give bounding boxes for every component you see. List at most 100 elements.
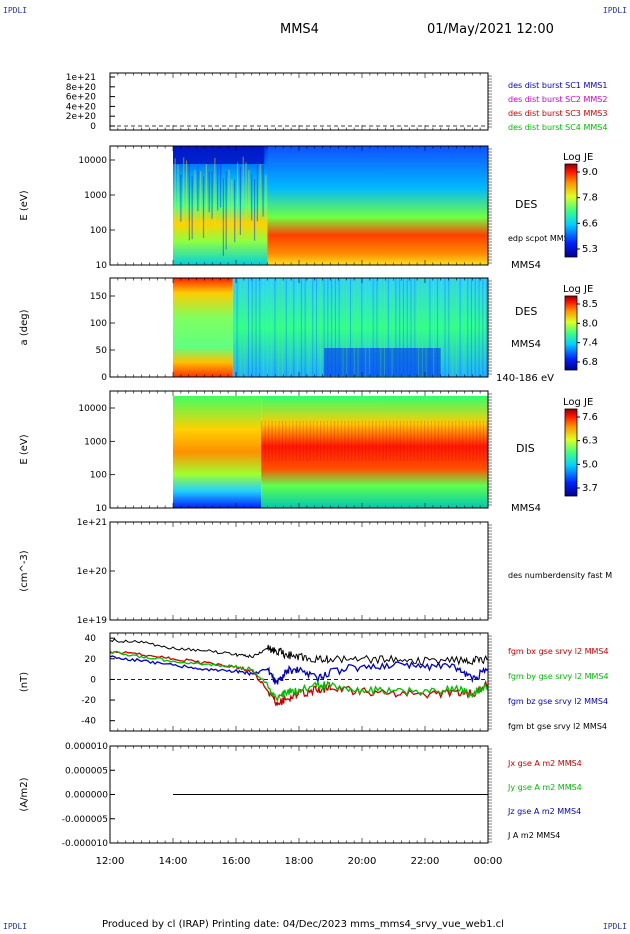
panel2-colorbar-tick-label: 9.0 [582,167,598,178]
time-tick-label: 00:00 [474,856,503,867]
panel3-stripe [395,278,396,377]
panel4-stripe [327,421,328,461]
panel5-ylabel: (cm^-3) [19,550,30,591]
panel3-energy-range: 140-186 eV [496,373,554,384]
panel2-stripe [200,171,201,231]
panel7-ytick-label: -0.000005 [62,815,108,825]
panel2-stripe [209,172,210,213]
panel4-stripe [403,421,404,461]
panel1-ytick-label: 4e+20 [66,102,97,112]
panel3-stripe [384,278,385,377]
panel3-stripe [301,278,302,377]
panel4-stripe [334,421,335,461]
panel7-legend-entry: Jy gse A m2 MMS4 [507,783,582,792]
panel2-ylabel: E (eV) [19,190,30,220]
panel4-stripe [351,421,352,461]
panel2-stripe [231,179,232,232]
panel3-stripe [240,278,241,377]
panel3-stripe [426,278,427,377]
panel4-stripe [455,421,456,461]
panel4-stripe [434,421,435,461]
panel4-stripe [441,421,442,461]
panel4-stripe [296,421,297,461]
panel2-stripe [240,167,241,235]
panel1-ytick-label: 0 [90,122,96,132]
panel2-stripe [220,159,221,208]
panel3-stripe [407,278,408,377]
panel3-stripe [290,278,291,377]
panel3-stripe [369,278,370,377]
panel3-stripe [271,278,272,377]
panel3-stripe [445,278,446,377]
panel4-early-interval [173,396,261,508]
panel4-stripe [344,421,345,461]
panel3-spacecraft-label: MMS4 [511,339,541,350]
panel6-series-0 [110,652,488,705]
panel3-stripe [414,278,415,377]
panel3-stripe [274,278,275,377]
time-tick-label: 12:00 [96,856,125,867]
panel4-stripe [448,421,449,461]
panel3-ylabel: a (deg) [19,309,30,345]
panel3-stripe [486,278,487,377]
panel3-stripe [248,278,249,377]
panel2-stripe [177,165,178,234]
panel4-stripe [428,421,429,461]
time-tick-label: 14:00 [159,856,188,867]
panel4-stripe [355,421,356,461]
panel4-stripe [331,421,332,461]
panel2-scpot-label: edp scpot MMS4 [508,234,574,243]
time-tick-label: 22:00 [411,856,440,867]
panel4-stripe [479,421,480,461]
panel2-stripe [237,162,238,205]
time-tick-label: 16:00 [222,856,251,867]
panel2-stripe [245,162,246,217]
panel3-stripe [316,278,317,377]
panel1-ytick-label: 2e+20 [66,112,97,122]
panel4-ytick-label: 100 [90,471,107,481]
panel3-stripe [297,278,298,377]
panel4-colorbar [565,409,577,496]
panel4-colorbar-tick-label: 5.0 [582,459,598,470]
panel3-stripe [475,278,476,377]
panel4-stripe [414,421,415,461]
panel4-stripe [337,421,338,461]
panel4-colorbar-tick-label: 7.6 [582,412,598,423]
panel2-instrument-label: DES [515,198,537,211]
panel6-legend-entry: fgm bx gse srvy l2 MMS4 [508,647,609,656]
panel3-colorbar-tick-label: 8.0 [582,318,598,329]
panel7-ylabel: (A/m2) [19,777,30,811]
panel2-stripe [223,178,224,256]
panel4-stripe [299,421,300,461]
panel1-legend-entry: des dist burst SC4 MMS4 [508,123,607,132]
panel4-stripe [279,421,280,461]
panel2-stripe [251,174,252,220]
panel3-stripe [388,278,389,377]
panel1-legend-entry: des dist burst SC1 MMS1 [508,81,607,90]
panel3-stripe [282,278,283,377]
panel3-stripe [403,278,404,377]
panel2-stripe [248,170,249,211]
panel5-ytick-label: 1e+19 [77,616,108,626]
panel4-stripe [476,421,477,461]
panel4-instrument-label: DIS [516,442,535,455]
panel2-ytick-label: 10000 [78,156,107,166]
panel4-stripe [265,421,266,461]
panel2-colorbar-title: Log JE [563,152,593,163]
panel4-stripe [310,421,311,461]
panel2-stripe [265,175,266,221]
panel1-ytick-label: 6e+20 [66,93,97,103]
panel2-stripe [234,180,235,242]
panel3-stripe [354,278,355,377]
panel4-ylabel: E (eV) [19,434,30,464]
panel6-ytick-label: -40 [81,717,96,727]
panel4-ytick-label: 10 [96,504,108,514]
summary-plot: 12:00 14:00 16:00 18:00 20:00 22:00 00:001e+21… [0,0,630,934]
panel2-stripe [180,174,181,221]
panel7-ytick-label: 0.000010 [65,742,108,752]
panel3-stripe [342,278,343,377]
panel4-stripe [275,421,276,461]
panel4-stripe [393,421,394,461]
panel4-colorbar-tick-label: 3.7 [582,483,598,494]
panel3-stripe [433,278,434,377]
